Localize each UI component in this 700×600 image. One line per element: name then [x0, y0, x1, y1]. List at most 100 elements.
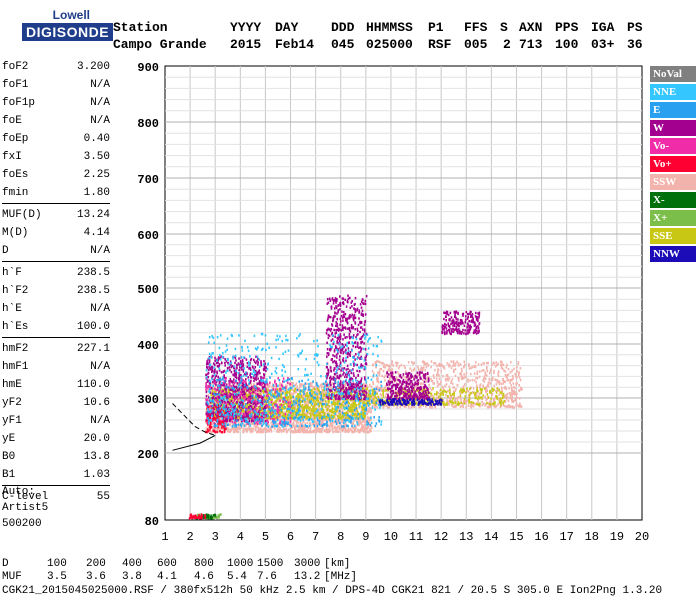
scatter-point	[260, 408, 263, 412]
scatter-point	[493, 369, 495, 373]
scatter-point	[357, 428, 359, 431]
scatter-point	[298, 424, 301, 427]
scatter-point	[499, 402, 502, 405]
scatter-point	[332, 421, 335, 424]
scatter-point	[246, 430, 248, 433]
scatter-point	[212, 397, 215, 401]
scatter-point	[510, 361, 512, 364]
scatter-point	[376, 391, 378, 394]
scatter-point	[288, 398, 290, 401]
scatter-point	[302, 394, 305, 397]
scatter-point	[417, 367, 420, 371]
scatter-point	[254, 403, 257, 406]
scatter-point	[453, 400, 456, 403]
scatter-point	[207, 425, 210, 429]
scatter-point	[466, 390, 468, 393]
scatter-point	[225, 387, 227, 391]
scatter-point	[243, 411, 245, 414]
scatter-point	[481, 388, 484, 391]
scatter-point	[366, 430, 368, 434]
param-value: 20.0	[83, 433, 110, 445]
scatter-point	[476, 384, 478, 387]
scatter-point	[448, 377, 451, 380]
scatter-point	[309, 422, 312, 425]
scatter-point	[217, 398, 220, 402]
scatter-point	[306, 430, 308, 434]
scatter-point	[505, 405, 508, 409]
scatter-point	[283, 404, 285, 407]
scatter-point	[493, 388, 495, 391]
scatter-point	[268, 385, 270, 388]
scatter-point	[512, 389, 515, 393]
scatter-point	[265, 369, 267, 373]
scatter-point	[452, 405, 455, 409]
scatter-point	[357, 420, 360, 423]
scatter-point	[495, 391, 498, 394]
header-label-5: P1	[428, 20, 444, 35]
scatter-point	[307, 395, 310, 398]
scatter-point	[440, 380, 442, 384]
scatter-point	[258, 390, 260, 394]
scatter-point	[420, 398, 422, 401]
scatter-point	[364, 426, 366, 429]
scatter-point	[346, 387, 349, 391]
scatter-point	[304, 403, 306, 406]
scatter-point	[396, 406, 398, 409]
param-name: hmF1	[2, 361, 29, 373]
scatter-point	[340, 394, 343, 397]
scatter-point	[382, 365, 385, 369]
x-tick-label: 18	[585, 530, 599, 544]
scatter-point	[324, 402, 327, 405]
scatter-point	[391, 363, 393, 366]
param-value: 238.5	[76, 267, 110, 279]
scatter-point	[484, 373, 487, 376]
scatter-point	[309, 384, 312, 388]
scatter-point	[236, 387, 238, 390]
scatter-point	[285, 384, 287, 387]
param-row: B0 13.8	[2, 448, 110, 466]
scatter-point	[351, 422, 354, 426]
scatter-point	[301, 429, 303, 432]
param-value: 55	[96, 491, 110, 503]
scatter-point	[478, 404, 481, 408]
scatter-point	[285, 431, 288, 434]
scatter-point	[461, 386, 464, 390]
scatter-point	[367, 400, 369, 403]
scatter-point	[212, 421, 214, 425]
scatter-point	[465, 375, 467, 378]
scatter-point	[440, 394, 442, 397]
scatter-point	[343, 408, 346, 411]
scatter-point	[293, 430, 295, 434]
scatter-point	[302, 416, 304, 419]
scatter-point	[303, 407, 305, 411]
scatter-point	[319, 407, 321, 411]
scatter-point	[290, 430, 292, 434]
scatter-point	[376, 392, 378, 396]
scatter-point	[400, 399, 402, 402]
scatter-point	[505, 366, 508, 369]
scatter-point	[475, 393, 477, 397]
scatter-point	[494, 401, 496, 404]
scatter-point	[513, 367, 515, 371]
scatter-point	[478, 397, 481, 400]
scatter-point	[353, 419, 355, 422]
scatter-point	[452, 393, 454, 396]
scatter-point	[290, 400, 293, 403]
scatter-point	[293, 389, 296, 393]
scatter-point	[319, 384, 322, 387]
scatter-point	[350, 392, 352, 395]
scatter-point	[320, 392, 323, 395]
scatter-point	[294, 410, 296, 413]
param-value: 13.8	[83, 451, 110, 463]
scatter-point	[256, 407, 258, 411]
scatter-point	[257, 357, 259, 361]
scatter-point	[256, 360, 258, 363]
param-row: hmF1 N/A	[2, 358, 110, 376]
y-tick-label: 400	[137, 339, 159, 353]
scatter-point	[405, 390, 407, 393]
scatter-point	[328, 405, 331, 408]
scatter-point	[257, 370, 260, 374]
scatter-point	[329, 409, 331, 412]
scatter-point	[386, 373, 389, 377]
x-tick-label: 15	[509, 530, 523, 544]
